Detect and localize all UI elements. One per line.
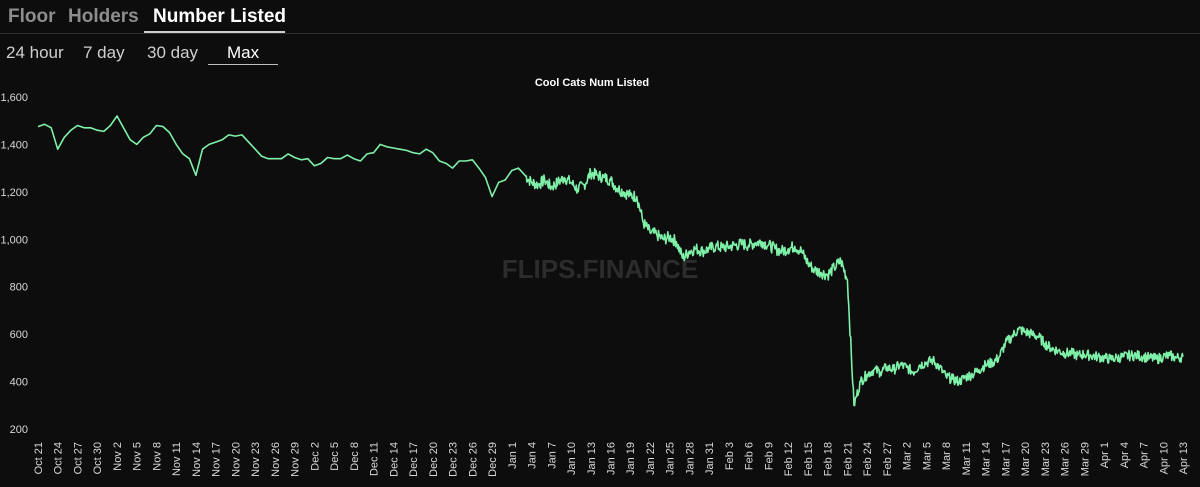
tab-holders[interactable]: Holders	[68, 6, 139, 27]
x-tick-label: Oct 27	[72, 442, 84, 474]
metric-tabs: Floor Holders Number Listed	[0, 0, 1200, 34]
x-tick-label: Apr 4	[1119, 442, 1131, 468]
y-tick-label: 1,400	[0, 139, 28, 151]
y-tick-label: 1,000	[0, 234, 28, 246]
x-tick-label: Nov 8	[151, 442, 163, 471]
x-tick-label: Feb 15	[803, 442, 815, 476]
x-tick-label: Apr 13	[1178, 442, 1190, 474]
x-tick-label: Jan 19	[625, 442, 637, 475]
x-tick-label: Dec 29	[487, 442, 499, 477]
x-tick-label: Jan 31	[704, 442, 716, 475]
x-tick-label: Feb 3	[724, 442, 736, 470]
x-tick-label: Mar 17	[1000, 442, 1012, 476]
x-tick-label: Dec 26	[467, 442, 479, 477]
x-tick-label: Jan 22	[645, 442, 657, 475]
x-tick-label: Mar 5	[921, 442, 933, 470]
x-tick-label: Apr 10	[1158, 442, 1170, 474]
x-tick-label: Jan 1	[507, 442, 519, 469]
x-tick-label: Jan 16	[606, 442, 618, 475]
x-tick-label: Mar 29	[1079, 442, 1091, 476]
tab-floor[interactable]: Floor	[8, 6, 56, 27]
x-tick-label: Oct 21	[33, 442, 45, 474]
x-tick-label: Jan 7	[546, 442, 558, 469]
y-tick-label: 1,200	[0, 187, 28, 199]
x-tick-label: Feb 27	[882, 442, 894, 476]
x-tick-label: Mar 11	[961, 442, 973, 475]
x-tick-label: Jan 28	[684, 442, 696, 475]
x-tick-label: Dec 14	[388, 442, 400, 477]
x-tick-label: Mar 26	[1060, 442, 1072, 476]
x-tick-label: Nov 20	[230, 442, 242, 477]
y-tick-label: 400	[10, 377, 28, 389]
x-tick-label: Feb 18	[823, 442, 835, 476]
y-tick-label: 1,600	[0, 92, 28, 104]
x-tick-label: Feb 21	[842, 442, 854, 476]
x-axis: Oct 21 Oct 24 Oct 27 Oct 30 Nov 2 Nov 5 Nov 8 N…	[33, 442, 1190, 477]
x-tick-label: Dec 2	[309, 442, 321, 471]
x-tick-label: Nov 5	[132, 442, 144, 471]
x-tick-label: Feb 12	[783, 442, 795, 476]
x-tick-label: Jan 10	[566, 442, 578, 475]
watermark: FLIPS.FINANCE	[502, 254, 698, 284]
x-tick-label: Nov 17	[211, 442, 223, 477]
x-tick-label: Nov 2	[112, 442, 124, 471]
x-tick-label: Oct 24	[53, 442, 65, 474]
x-tick-label: Nov 26	[270, 442, 282, 477]
x-tick-label: Mar 8	[941, 442, 953, 470]
y-axis: 200 400 600 800 1,000 1,200 1,400 1,600	[0, 92, 28, 436]
x-tick-label: Oct 30	[92, 442, 104, 474]
x-tick-label: Dec 20	[428, 442, 440, 477]
active-tab-indicator	[144, 31, 285, 33]
range-30-day[interactable]: 30 day	[147, 43, 199, 62]
x-tick-label: Feb 9	[763, 442, 775, 470]
num-listed-chart: Cool Cats Num Listed FLIPS.FINANCE 200 40…	[0, 77, 1190, 477]
x-tick-label: Jan 25	[665, 442, 677, 475]
y-tick-label: 600	[10, 329, 28, 341]
chart-title: Cool Cats Num Listed	[535, 77, 649, 89]
active-range-indicator	[208, 64, 278, 65]
series-line	[37, 115, 1184, 407]
x-tick-label: Jan 13	[586, 442, 598, 475]
y-tick-label: 200	[10, 424, 28, 436]
x-tick-label: Mar 14	[981, 442, 993, 476]
x-tick-label: Feb 6	[744, 442, 756, 470]
x-tick-label: Dec 5	[329, 442, 341, 471]
x-tick-label: Nov 29	[290, 442, 302, 477]
x-tick-label: Nov 11	[171, 442, 183, 476]
range-7-day[interactable]: 7 day	[83, 43, 125, 62]
x-tick-label: Mar 2	[902, 442, 914, 470]
x-tick-label: Mar 20	[1020, 442, 1032, 476]
x-tick-label: Dec 23	[448, 442, 460, 477]
x-tick-label: Dec 8	[349, 442, 361, 471]
x-tick-label: Feb 24	[862, 442, 874, 476]
time-range-selector: 24 hour 7 day 30 day Max	[0, 36, 1200, 66]
x-tick-label: Nov 14	[191, 442, 203, 477]
x-tick-label: Jan 4	[527, 442, 539, 469]
x-tick-label: Mar 23	[1040, 442, 1052, 476]
range-max[interactable]: Max	[227, 43, 260, 62]
series-line-layer	[37, 115, 1184, 407]
tab-number-listed[interactable]: Number Listed	[153, 6, 287, 27]
x-tick-label: Apr 7	[1139, 442, 1151, 468]
x-tick-label: Nov 23	[250, 442, 262, 477]
x-tick-label: Dec 17	[408, 442, 420, 477]
range-24-hour[interactable]: 24 hour	[6, 43, 64, 62]
y-tick-label: 800	[10, 282, 28, 294]
x-tick-label: Apr 1	[1099, 442, 1111, 468]
x-tick-label: Dec 11	[369, 442, 381, 476]
